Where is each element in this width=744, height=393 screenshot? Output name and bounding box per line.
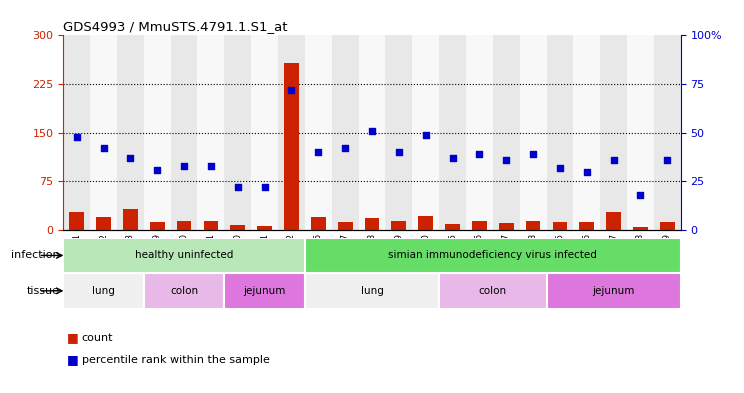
Bar [278, 35, 305, 230]
Bar [418, 216, 433, 230]
Bar [311, 217, 326, 230]
Point [312, 149, 324, 155]
Bar [332, 35, 359, 230]
Bar [338, 222, 353, 230]
Bar [466, 35, 493, 230]
Point [500, 157, 512, 163]
Bar [96, 217, 111, 230]
Point [205, 163, 217, 169]
Bar [69, 212, 84, 230]
Bar [197, 35, 225, 230]
Bar [526, 221, 540, 230]
Bar [305, 273, 439, 309]
Text: colon: colon [170, 286, 198, 296]
Point [420, 131, 432, 138]
Bar [660, 222, 675, 230]
Bar [439, 35, 466, 230]
Bar [391, 221, 406, 230]
Bar [412, 35, 439, 230]
Point [259, 184, 271, 190]
Bar [600, 35, 627, 230]
Bar [445, 224, 460, 230]
Bar [305, 35, 332, 230]
Bar [90, 35, 117, 230]
Bar [231, 225, 245, 230]
Bar [117, 35, 144, 230]
Text: infection: infection [11, 250, 60, 261]
Text: lung: lung [92, 286, 115, 296]
Bar [633, 227, 648, 230]
Point [635, 192, 647, 198]
Point [393, 149, 405, 155]
Bar [439, 273, 547, 309]
Bar [63, 35, 90, 230]
Bar [144, 35, 170, 230]
Bar [123, 209, 138, 230]
Text: count: count [82, 333, 113, 343]
Bar [499, 223, 513, 230]
Bar [170, 35, 197, 230]
Bar [519, 35, 547, 230]
Bar [63, 238, 305, 273]
Bar [654, 35, 681, 230]
Bar [251, 35, 278, 230]
Text: healthy uninfected: healthy uninfected [135, 250, 234, 261]
Point [581, 168, 593, 174]
Bar [627, 35, 654, 230]
Text: GDS4993 / MmuSTS.4791.1.S1_at: GDS4993 / MmuSTS.4791.1.S1_at [63, 20, 288, 33]
Text: jejunum: jejunum [243, 286, 286, 296]
Point [151, 167, 163, 173]
Point [446, 155, 458, 161]
Text: simian immunodeficiency virus infected: simian immunodeficiency virus infected [388, 250, 597, 261]
Bar [359, 35, 385, 230]
Text: tissue: tissue [27, 286, 60, 296]
Bar [144, 273, 225, 309]
Text: jejunum: jejunum [592, 286, 635, 296]
Point [473, 151, 485, 157]
Bar [204, 221, 218, 230]
Bar [547, 273, 681, 309]
Point [366, 128, 378, 134]
Bar [606, 212, 621, 230]
Bar [225, 273, 305, 309]
Text: percentile rank within the sample: percentile rank within the sample [82, 354, 270, 365]
Bar [257, 226, 272, 230]
Point [608, 157, 620, 163]
Point [232, 184, 244, 190]
Point [661, 157, 673, 163]
Point [178, 163, 190, 169]
Bar [176, 221, 191, 230]
Bar [385, 35, 412, 230]
Point [97, 145, 109, 151]
Bar [493, 35, 519, 230]
Point [71, 133, 83, 140]
Point [339, 145, 351, 151]
Bar [365, 218, 379, 230]
Text: colon: colon [478, 286, 507, 296]
Bar [284, 62, 299, 230]
Bar [574, 35, 600, 230]
Bar [150, 222, 164, 230]
Text: lung: lung [361, 286, 383, 296]
Bar [547, 35, 574, 230]
Point [286, 87, 298, 93]
Bar [553, 222, 568, 230]
Point [554, 165, 566, 171]
Text: ■: ■ [67, 353, 79, 366]
Point [527, 151, 539, 157]
Bar [225, 35, 251, 230]
Bar [472, 221, 487, 230]
Bar [63, 273, 144, 309]
Bar [580, 222, 594, 230]
Text: ■: ■ [67, 331, 79, 345]
Bar [305, 238, 681, 273]
Point [124, 155, 136, 161]
